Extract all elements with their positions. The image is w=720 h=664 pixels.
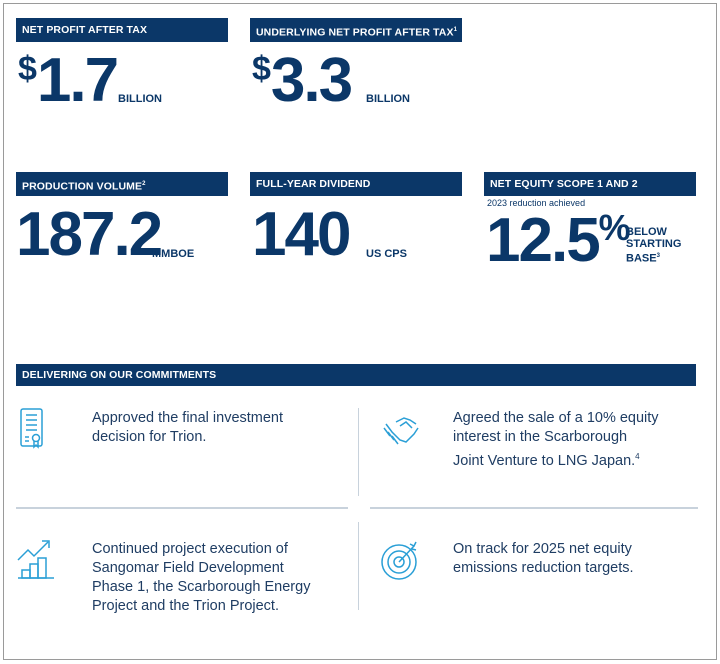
value: 3.3: [270, 46, 353, 115]
metric-value-npat: $1.7: [18, 50, 119, 112]
item-line: emissions reduction targets.: [453, 560, 634, 576]
metric-unit-npat: BILLION: [118, 93, 162, 105]
item-line: Agreed the sale of a 10% equity: [453, 410, 659, 426]
footnote: 1: [453, 27, 457, 33]
metric-value-production: 187.2: [16, 200, 163, 269]
metric-value-underlying: $3.3: [252, 50, 353, 112]
item-line: interest in the Scarborough: [453, 429, 628, 445]
label-text: FULL-YEAR DIVIDEND: [256, 178, 371, 190]
commitments-banner: DELIVERING ON OUR COMMITMENTS: [16, 364, 696, 386]
item-line: On track for 2025 net equity: [453, 541, 632, 557]
metric-unit-underlying: BILLION: [366, 93, 410, 105]
metric-label-underlying: UNDERLYING NET PROFIT AFTER TAX1: [250, 18, 462, 42]
item-line: Sangomar Field Development: [92, 560, 284, 576]
label-text: UNDERLYING NET PROFIT AFTER TAX: [256, 26, 454, 39]
currency: $: [18, 50, 37, 88]
commitment-item: Approved the final investment decision f…: [92, 409, 283, 447]
divider-horizontal: [370, 507, 698, 509]
metric-label-emissions: NET EQUITY SCOPE 1 AND 2 EMISSIONS: [484, 172, 696, 214]
currency: $: [252, 50, 271, 88]
divider-vertical: [358, 522, 359, 610]
metric-sub-emissions: 2023 reduction achieved: [487, 198, 586, 208]
value: 12.5: [486, 206, 601, 275]
metric-value-dividend: 140: [252, 200, 351, 269]
item-line: Approved the final investment: [92, 410, 284, 426]
label-text: PRODUCTION VOLUME: [22, 180, 143, 193]
target-icon: [381, 541, 417, 580]
item-line: Continued project execution of: [92, 541, 288, 557]
item-text: Joint Venture to LNG Japan.: [453, 452, 636, 469]
metric-unit-production: MMBOE: [152, 248, 195, 260]
metric-unit-dividend: US CPS: [366, 248, 407, 260]
unit-line: STARTING: [626, 238, 682, 250]
metric-unit-emissions: BELOW STARTING BASE3: [626, 226, 681, 265]
item-line: decision for Trion.: [92, 429, 207, 445]
metric-label-npat: NET PROFIT AFTER TAX: [16, 18, 228, 42]
item-line: Phase 1, the Scarborough Energy: [92, 579, 311, 595]
footnote: 2: [142, 181, 146, 187]
value: 1.7: [36, 46, 119, 115]
commitment-item: Continued project execution of Sangomar …: [92, 540, 310, 616]
handshake-icon: [383, 417, 419, 445]
certificate-icon: [20, 408, 43, 449]
unit-text: BASE: [626, 252, 657, 265]
metric-value-emissions: 12.5%: [486, 207, 631, 272]
item-line: Project and the Trion Project.: [92, 598, 279, 614]
footnote: 3: [656, 253, 660, 259]
unit-line: BELOW: [626, 226, 667, 238]
growth-chart-icon: [17, 540, 54, 579]
divider-horizontal: [16, 507, 348, 509]
label-text: NET PROFIT AFTER TAX: [22, 24, 148, 36]
unit-line: BASE3: [626, 250, 681, 265]
label-text: NET EQUITY SCOPE 1 AND 2 EMISSIONS: [490, 178, 638, 214]
page-frame: [3, 3, 717, 660]
footnote: 4: [635, 452, 640, 461]
percent-sign: %: [598, 207, 631, 248]
commitment-item: On track for 2025 net equity emissions r…: [453, 540, 634, 578]
commitment-item: Agreed the sale of a 10% equity interest…: [453, 409, 659, 471]
metric-label-dividend: FULL-YEAR DIVIDEND: [250, 172, 462, 196]
metric-label-production: PRODUCTION VOLUME2: [16, 172, 228, 196]
item-line: Joint Venture to LNG Japan.4: [453, 447, 659, 471]
divider-vertical: [358, 408, 359, 496]
